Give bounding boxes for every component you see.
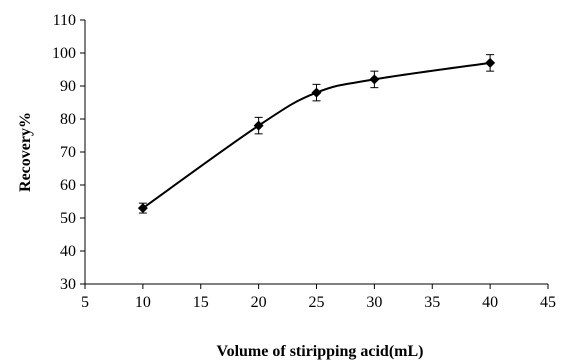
y-tick-label: 30 xyxy=(60,276,76,293)
x-tick-label: 25 xyxy=(309,294,325,311)
y-tick-label: 80 xyxy=(60,111,76,128)
data-point xyxy=(369,70,380,89)
data-point xyxy=(485,54,496,72)
diamond-marker xyxy=(369,74,380,85)
y-tick-label: 90 xyxy=(60,78,76,95)
y-tick-label: 60 xyxy=(60,177,76,194)
x-tick-label: 5 xyxy=(81,294,89,311)
series-layer xyxy=(137,54,496,214)
diamond-marker xyxy=(485,57,496,68)
y-tick-label: 70 xyxy=(60,144,76,161)
y-axis-title: Recovery% xyxy=(17,112,34,192)
x-axis-title: Volume of stiripping acid(mL) xyxy=(217,343,424,360)
data-point xyxy=(311,83,322,102)
data-point xyxy=(253,116,264,135)
diamond-marker xyxy=(311,87,322,98)
y-axis: 30 40 50 60 70 80 90 100 110 xyxy=(52,12,86,293)
x-tick-label: 40 xyxy=(482,294,498,311)
y-tick-label: 100 xyxy=(52,45,76,62)
diamond-marker xyxy=(253,120,264,131)
x-tick-label: 10 xyxy=(135,294,151,311)
y-tick-label: 110 xyxy=(53,12,76,29)
x-tick-label: 45 xyxy=(540,294,556,311)
y-tick-label: 50 xyxy=(60,210,76,227)
data-point xyxy=(137,202,148,214)
y-tick-label: 40 xyxy=(60,243,76,260)
x-axis: 5 10 15 20 25 30 35 40 45 xyxy=(81,283,556,311)
x-tick-label: 30 xyxy=(366,294,382,311)
x-tick-label: 35 xyxy=(424,294,440,311)
x-tick-label: 15 xyxy=(193,294,209,311)
x-tick-label: 20 xyxy=(251,294,267,311)
diamond-marker xyxy=(137,203,148,214)
